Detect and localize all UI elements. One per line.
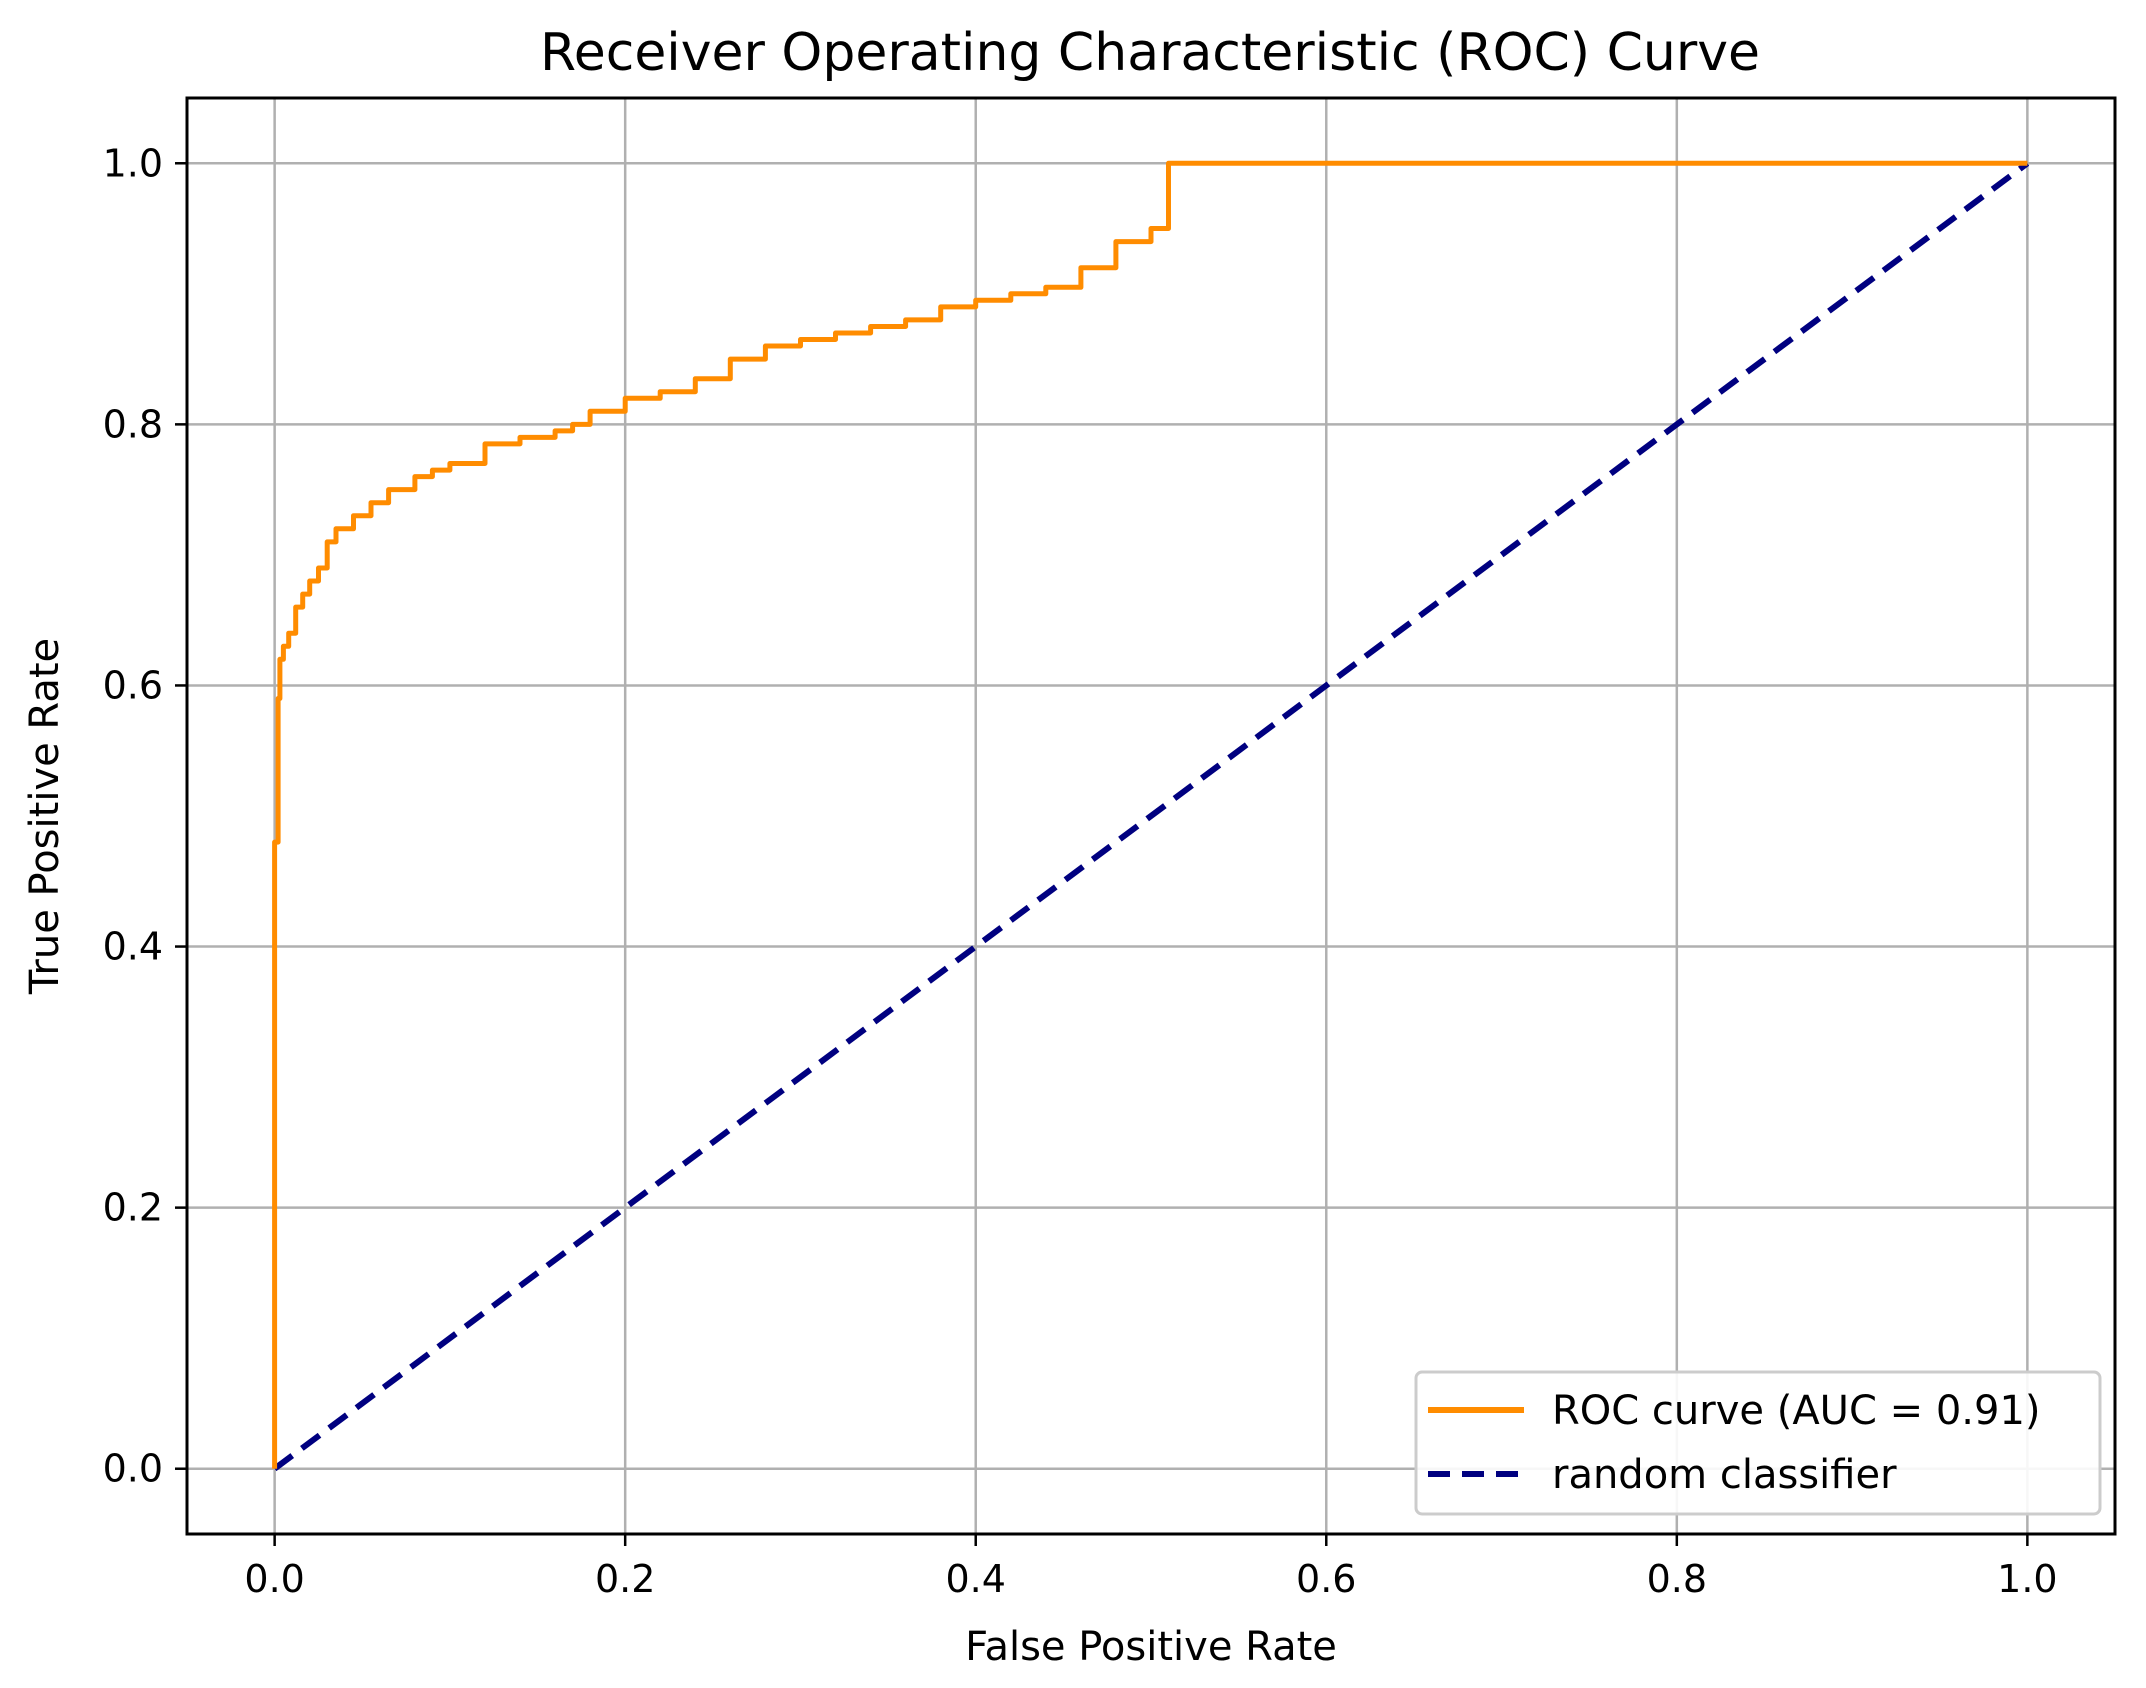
x-tick-label: 0.4	[946, 1557, 1006, 1601]
y-tick-label: 0.2	[103, 1186, 163, 1230]
x-axis-label: False Positive Rate	[965, 1624, 1337, 1670]
random-classifier-line	[272, 160, 2030, 1472]
x-tick-label: 0.0	[244, 1557, 304, 1601]
tick-marks: 0.0 0.2 0.4 0.6 0.8 1.0 0.0 0.2 0.4 0.6 0.8 1.0	[103, 141, 2058, 1601]
y-axis-label: True Positive Rate	[22, 638, 68, 995]
legend: ROC curve (AUC = 0.91) random classifier	[1414, 1370, 2102, 1516]
grid-lines	[187, 98, 2115, 1534]
legend-label-roc-curve: ROC curve (AUC = 0.91)	[1552, 1388, 2041, 1434]
x-tick-label: 0.8	[1647, 1557, 1707, 1601]
roc-curve-line	[272, 160, 2028, 1469]
plot-frame	[185, 96, 2117, 1536]
y-tick-label: 0.8	[103, 402, 163, 446]
y-tick-label: 1.0	[103, 141, 163, 185]
x-tick-label: 0.6	[1296, 1557, 1356, 1601]
series-layer	[272, 160, 2030, 1472]
chart-title: Receiver Operating Characteristic (ROC) …	[540, 23, 1760, 83]
x-tick-label: 0.2	[595, 1557, 655, 1601]
x-tick-label: 1.0	[1997, 1557, 2057, 1601]
y-tick-label: 0.4	[103, 925, 163, 969]
legend-label-random-classifier: random classifier	[1552, 1452, 1897, 1498]
y-tick-label: 0.0	[103, 1447, 163, 1491]
legend-box	[1414, 1370, 2102, 1516]
y-tick-label: 0.6	[103, 663, 163, 707]
